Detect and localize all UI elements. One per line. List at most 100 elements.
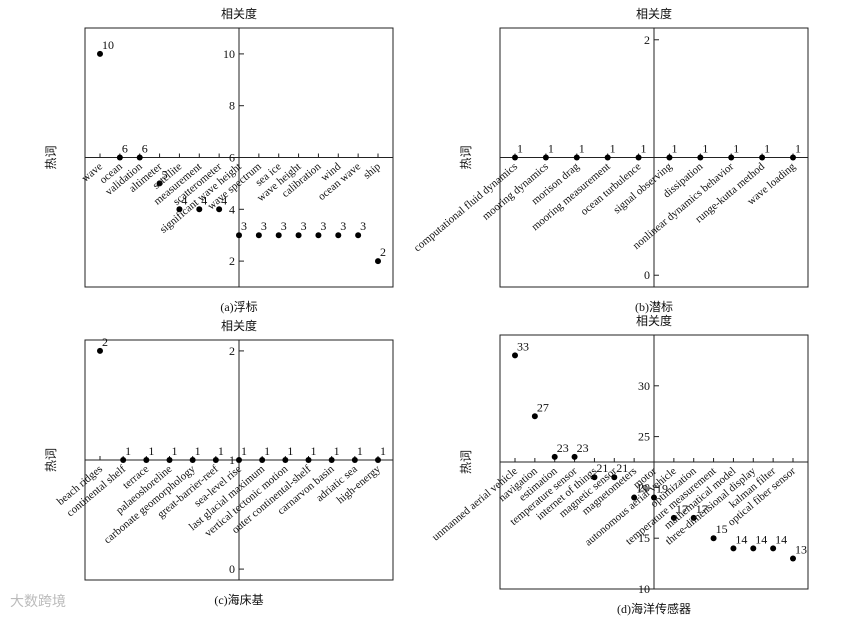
value-label: 1: [764, 142, 770, 156]
dot: [156, 180, 163, 187]
dot: [710, 535, 717, 542]
value-label: 1: [702, 142, 708, 156]
x-tick-label: unmanned aerial vehicle: [430, 465, 520, 543]
value-label: 1: [264, 444, 270, 458]
y-tick-label: 25: [638, 430, 650, 444]
value-label: 3: [241, 219, 247, 233]
value-label: 1: [218, 444, 224, 458]
value-label: 14: [775, 532, 787, 546]
dot: [351, 457, 358, 463]
dot: [295, 232, 302, 239]
dot: [542, 154, 549, 161]
value-label: 1: [517, 142, 523, 156]
value-label: 1: [671, 142, 677, 156]
dot: [591, 474, 598, 481]
value-label: 3: [340, 219, 346, 233]
dot: [604, 154, 611, 161]
dot: [259, 457, 266, 463]
value-label: 1: [641, 142, 647, 156]
value-label: 1: [172, 444, 178, 458]
dot: [512, 154, 518, 161]
dot: [305, 457, 312, 463]
y-tick-label: 6: [229, 151, 235, 165]
value-label: 4: [221, 193, 227, 207]
value-label: 4: [201, 193, 207, 207]
y-axis-label: 相关度: [221, 318, 257, 333]
value-label: 1: [287, 444, 293, 458]
value-label: 1: [195, 444, 201, 458]
dot: [730, 545, 737, 552]
value-label: 10: [102, 38, 114, 52]
dot: [275, 232, 282, 239]
dot: [355, 232, 362, 239]
value-label: 3: [360, 219, 366, 233]
dot: [697, 154, 704, 161]
value-label: 1: [795, 142, 801, 156]
value-label: 27: [537, 400, 549, 414]
y-tick-label: 2: [644, 33, 650, 47]
dot: [551, 453, 558, 460]
value-label: 14: [735, 532, 747, 546]
value-label: 5: [162, 167, 168, 181]
dot: [750, 545, 757, 552]
value-label: 19: [656, 482, 668, 496]
dot: [790, 555, 796, 562]
caption: (a)浮标: [220, 300, 257, 314]
value-label: 21: [596, 461, 608, 475]
value-label: 2: [380, 245, 386, 259]
value-label: 23: [577, 441, 589, 455]
dot: [335, 232, 342, 239]
value-label: 1: [148, 444, 154, 458]
y-tick-label: 15: [638, 531, 650, 545]
dot: [531, 413, 538, 420]
y-tick-label: 0: [229, 562, 235, 576]
y-axis-label: 相关度: [221, 6, 257, 21]
dot: [212, 457, 219, 463]
value-label: 17: [696, 502, 708, 516]
value-label: 1: [334, 444, 340, 458]
value-label: 6: [142, 142, 148, 156]
value-label: 1: [125, 444, 131, 458]
value-label: 1: [357, 444, 363, 458]
y-tick-label: 1: [229, 453, 235, 467]
value-label: 13: [795, 543, 807, 557]
dot: [790, 154, 796, 161]
dot: [189, 457, 196, 463]
value-label: 3: [320, 219, 326, 233]
dot: [315, 232, 322, 239]
x-axis-label: 热词: [44, 448, 58, 472]
value-label: 6: [122, 142, 128, 156]
value-label: 15: [716, 522, 728, 536]
dot: [635, 154, 642, 161]
value-label: 1: [733, 142, 739, 156]
value-label: 4: [181, 193, 187, 207]
dot: [670, 514, 677, 521]
value-label: 33: [517, 339, 529, 353]
y-tick-label: 20: [638, 480, 650, 494]
dot: [255, 232, 262, 239]
dot: [97, 50, 103, 57]
y-tick-label: 8: [229, 99, 235, 113]
caption: (d)海洋传感器: [617, 601, 691, 616]
value-label: 3: [281, 219, 287, 233]
dot: [666, 154, 673, 161]
value-label: 1: [311, 444, 317, 458]
value-label: 1: [241, 444, 247, 458]
y-tick-label: 2: [229, 254, 235, 268]
dot: [651, 494, 657, 501]
value-label: 23: [557, 441, 569, 455]
value-label: 17: [676, 502, 688, 516]
dot: [196, 206, 203, 213]
y-axis-label: 相关度: [636, 313, 672, 328]
value-label: 1: [380, 444, 386, 458]
dot: [375, 457, 381, 463]
caption: (b)潜标: [635, 300, 673, 314]
dot: [143, 457, 150, 463]
dot: [166, 457, 173, 463]
x-axis-label: 热词: [44, 145, 58, 169]
dot: [97, 347, 103, 354]
value-label: 19: [636, 482, 648, 496]
dot: [759, 154, 766, 161]
x-axis-label: 热词: [459, 145, 473, 169]
